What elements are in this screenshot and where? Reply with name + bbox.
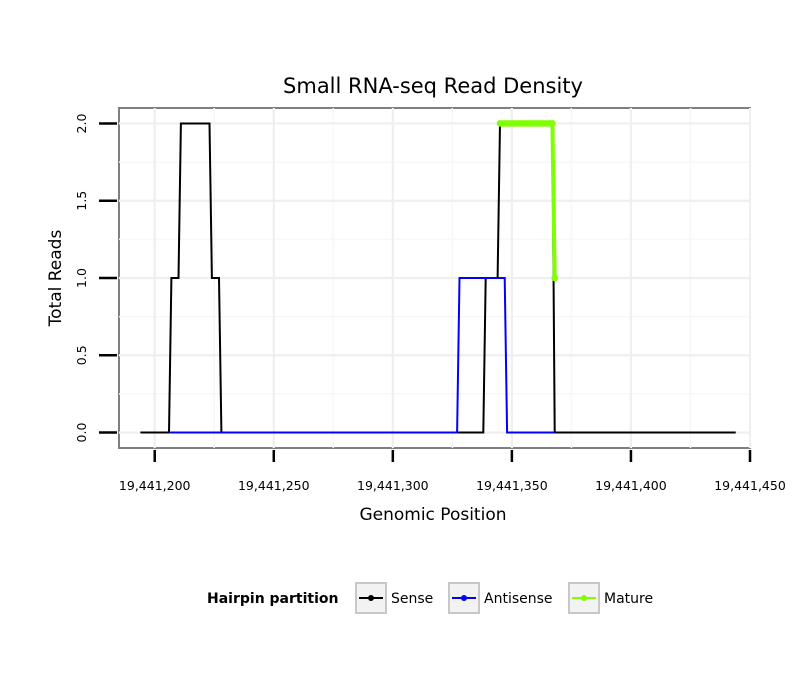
- legend-label-mature: Mature: [604, 591, 653, 607]
- series-layer: [140, 120, 736, 434]
- legend: Hairpin partition Sense Antisense Mature: [207, 582, 653, 614]
- y-axis: 0.0 0.5 1.0 1.5 2.0: [74, 114, 117, 443]
- y-tick-label: 0.0: [74, 423, 89, 443]
- legend-label-antisense: Antisense: [484, 591, 553, 607]
- x-tick-label: 19,441,250: [238, 478, 310, 493]
- y-tick-label: 2.0: [74, 114, 89, 134]
- legend-dot-mature: [581, 595, 587, 601]
- x-axis: 19,441,200 19,441,250 19,441,300 19,441,350…: [119, 450, 786, 493]
- legend-dot-sense: [368, 595, 374, 601]
- series-line-antisense: [169, 277, 555, 434]
- x-tick-label: 19,441,200: [119, 478, 191, 493]
- y-tick-label: 1.0: [74, 268, 89, 288]
- x-axis-title: Genomic Position: [359, 505, 506, 525]
- legend-dot-antisense: [461, 595, 467, 601]
- y-tick-label: 0.5: [74, 345, 89, 365]
- minor-gridlines: [119, 108, 750, 448]
- x-tick-label: 19,441,350: [476, 478, 548, 493]
- x-tick-label: 19,441,400: [595, 478, 667, 493]
- legend-title: Hairpin partition: [207, 591, 338, 607]
- series-point-mature: [551, 274, 559, 282]
- chart-title: Small RNA-seq Read Density: [283, 74, 583, 98]
- series-point-mature: [549, 120, 556, 127]
- y-axis-title: Total Reads: [46, 230, 66, 328]
- y-tick-label: 1.5: [74, 191, 89, 211]
- x-tick-label: 19,441,300: [357, 478, 429, 493]
- x-tick-label: 19,441,450: [714, 478, 786, 493]
- legend-label-sense: Sense: [391, 591, 433, 607]
